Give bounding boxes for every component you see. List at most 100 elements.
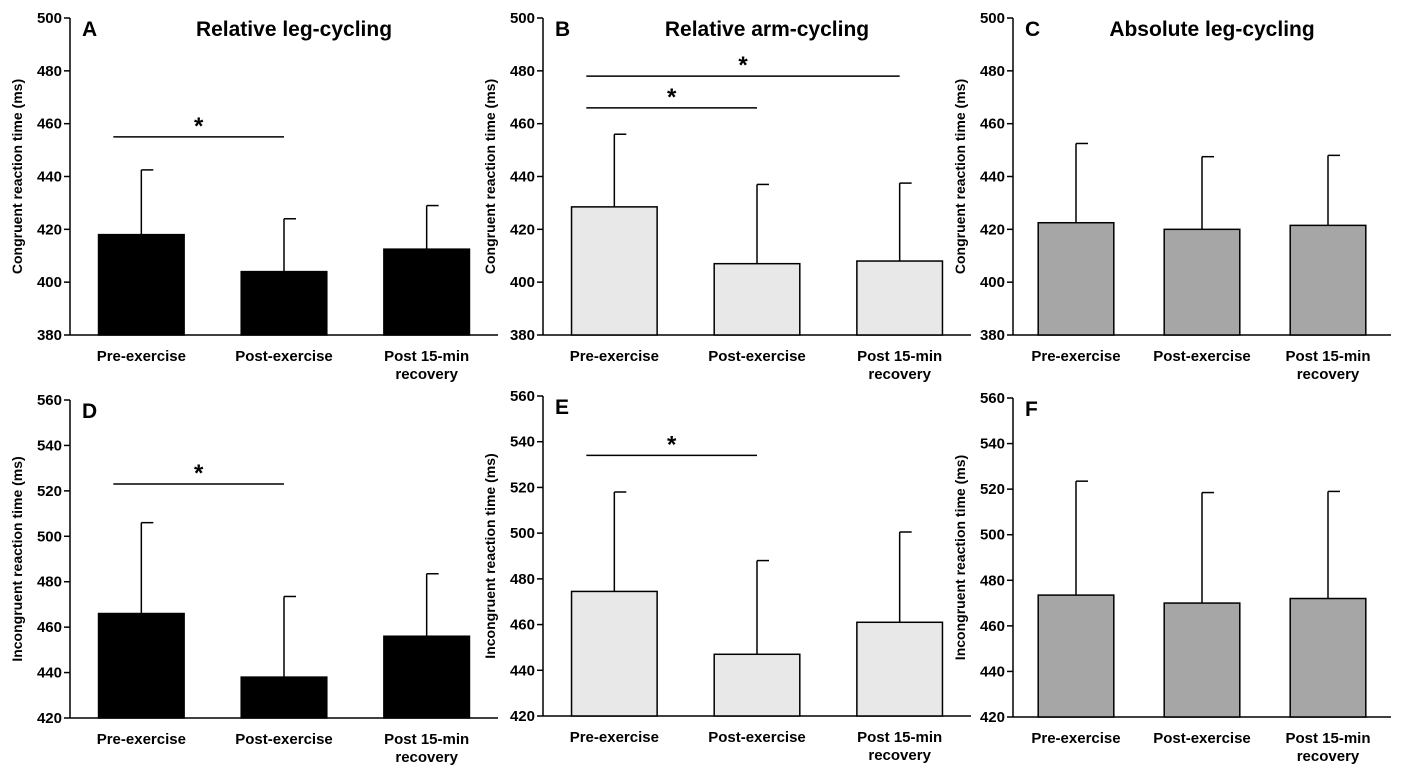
bar xyxy=(240,270,328,336)
panel-letter: D xyxy=(82,400,97,423)
significance-star: * xyxy=(667,431,677,458)
y-tick-label: 420 xyxy=(510,708,535,725)
y-axis-label: Incongruent reaction time (ms) xyxy=(482,453,498,658)
y-tick-label: 420 xyxy=(37,221,62,238)
bar xyxy=(1289,597,1367,718)
chart-panel-c: 380 400 420 440 460 480 500 Pre-exercise Post-ex… xyxy=(952,10,1391,383)
y-tick-label: 440 xyxy=(37,665,62,682)
y-tick-label: 500 xyxy=(980,10,1005,27)
y-tick-label: 480 xyxy=(37,63,62,80)
panel-title: Absolute leg-cycling xyxy=(1109,18,1314,41)
x-category-label: Post 15-min xyxy=(1285,348,1370,365)
y-tick-label: 500 xyxy=(510,10,535,27)
y-tick-label: 560 xyxy=(37,392,62,409)
y-tick-label: 500 xyxy=(37,10,62,27)
significance-star: * xyxy=(738,52,748,79)
chart-panel-d: 420 440 460 480 500 520 540 560 Pre-exercise Post… xyxy=(9,392,498,766)
y-tick-label: 440 xyxy=(980,663,1005,680)
chart-panel-a: 380 400 420 440 460 480 500 Pre-exercise Post-ex… xyxy=(9,10,498,383)
x-category-label: Post-exercise xyxy=(708,348,806,365)
y-tick-label: 540 xyxy=(37,437,62,454)
bar xyxy=(713,653,801,717)
y-tick-label: 420 xyxy=(980,709,1005,726)
y-tick-label: 460 xyxy=(980,116,1005,133)
y-tick-label: 540 xyxy=(510,434,535,451)
significance-star: * xyxy=(194,113,204,140)
chart-panel-f: 420 440 460 480 500 520 540 560 Pre-exercise Post… xyxy=(952,390,1391,765)
y-tick-label: 480 xyxy=(980,63,1005,80)
y-tick-label: 540 xyxy=(980,436,1005,453)
x-category-label: Pre-exercise xyxy=(570,348,659,365)
y-axis-label: Incongruent reaction time (ms) xyxy=(952,455,968,660)
significance-star: * xyxy=(667,84,677,111)
y-tick-label: 440 xyxy=(980,169,1005,186)
panel-letter: E xyxy=(555,396,569,419)
x-category-label: Post-exercise xyxy=(1153,348,1251,365)
y-tick-label: 560 xyxy=(510,388,535,405)
x-category-label: Post 15-min xyxy=(384,731,469,748)
x-category-label: recovery xyxy=(1297,366,1360,383)
x-category-label: recovery xyxy=(395,749,458,766)
x-category-label: Post 15-min xyxy=(1285,730,1370,747)
x-category-label: Post-exercise xyxy=(235,348,333,365)
y-tick-label: 520 xyxy=(37,483,62,500)
bar xyxy=(856,621,944,717)
y-tick-label: 480 xyxy=(980,572,1005,589)
bar xyxy=(856,260,944,336)
panel-title: Relative arm-cycling xyxy=(665,18,869,41)
chart-panel-b: 380 400 420 440 460 480 500 Pre-exercise Post-ex… xyxy=(482,10,971,383)
bar xyxy=(97,612,185,719)
y-tick-label: 560 xyxy=(980,390,1005,407)
x-category-label: Pre-exercise xyxy=(1031,730,1120,747)
significance-star: * xyxy=(194,460,204,487)
y-tick-label: 400 xyxy=(510,274,535,291)
chart-panel-e: 420 440 460 480 500 520 540 560 Pre-exercise Post… xyxy=(482,388,971,764)
y-tick-label: 440 xyxy=(37,169,62,186)
x-category-label: Pre-exercise xyxy=(97,348,186,365)
bar xyxy=(97,233,185,336)
y-tick-label: 480 xyxy=(37,574,62,591)
panel-letter: F xyxy=(1025,398,1038,421)
panel-letter: B xyxy=(555,18,570,41)
y-tick-label: 500 xyxy=(37,528,62,545)
y-axis-label: Congruent reaction time (ms) xyxy=(9,79,25,274)
bar xyxy=(383,635,471,719)
panel-letter: C xyxy=(1025,18,1040,41)
x-category-label: Post-exercise xyxy=(235,731,333,748)
x-category-label: Pre-exercise xyxy=(97,731,186,748)
bar xyxy=(383,248,471,336)
y-tick-label: 460 xyxy=(980,618,1005,635)
bar xyxy=(570,206,658,336)
panel-title: Relative leg-cycling xyxy=(196,18,392,41)
bar xyxy=(1163,228,1241,336)
y-tick-label: 420 xyxy=(980,221,1005,238)
panel-letter: A xyxy=(82,18,97,41)
bar xyxy=(713,262,801,336)
bar xyxy=(1289,224,1367,336)
y-tick-label: 400 xyxy=(980,274,1005,291)
y-tick-label: 460 xyxy=(37,116,62,133)
bar xyxy=(570,590,658,717)
bar xyxy=(240,676,328,719)
y-tick-label: 460 xyxy=(510,116,535,133)
y-tick-label: 480 xyxy=(510,63,535,80)
y-tick-label: 380 xyxy=(510,327,535,344)
y-tick-label: 400 xyxy=(37,274,62,291)
x-category-label: recovery xyxy=(395,366,458,383)
bar xyxy=(1037,221,1115,336)
y-tick-label: 420 xyxy=(37,710,62,727)
x-category-label: recovery xyxy=(868,747,931,764)
x-category-label: Post 15-min xyxy=(857,729,942,746)
y-tick-label: 500 xyxy=(510,525,535,542)
y-axis-label: Congruent reaction time (ms) xyxy=(952,79,968,274)
x-category-label: Post 15-min xyxy=(384,348,469,365)
y-axis-label: Incongruent reaction time (ms) xyxy=(9,456,25,661)
y-axis-label: Congruent reaction time (ms) xyxy=(482,79,498,274)
x-category-label: recovery xyxy=(1297,748,1360,765)
y-tick-label: 440 xyxy=(510,662,535,679)
x-category-label: Post-exercise xyxy=(708,729,806,746)
y-tick-label: 520 xyxy=(980,481,1005,498)
y-tick-label: 500 xyxy=(980,527,1005,544)
y-tick-label: 440 xyxy=(510,169,535,186)
